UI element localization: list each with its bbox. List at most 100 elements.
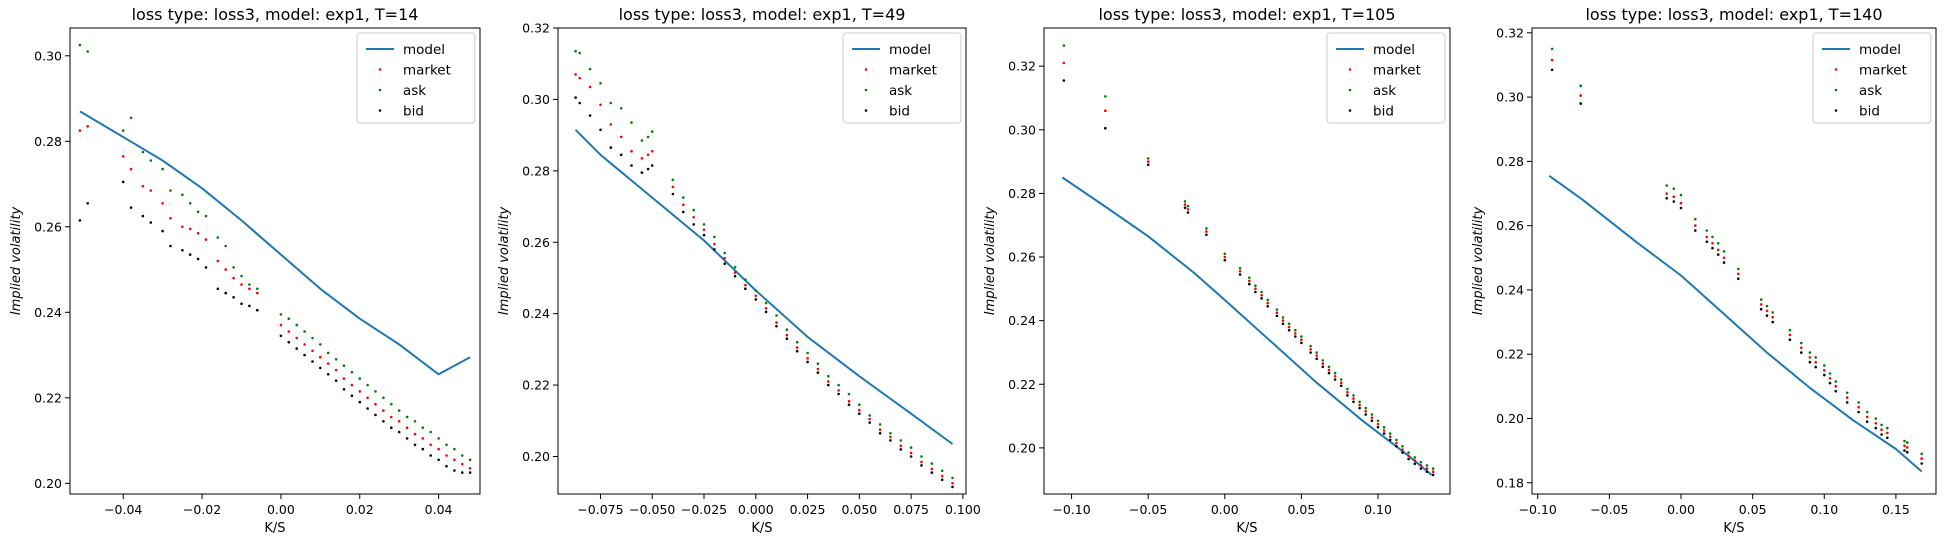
point-ask (1906, 441, 1909, 444)
x-tick-label: 0.100 (945, 502, 981, 517)
point-bid (744, 287, 747, 291)
point-bid (1238, 273, 1242, 276)
point-ask (421, 426, 425, 430)
point-market (692, 216, 695, 219)
point-market (1665, 192, 1668, 195)
point-bid (390, 426, 393, 430)
point-bid (940, 478, 944, 482)
point-bid (1062, 79, 1066, 82)
point-bid (1413, 462, 1417, 466)
legend-swatch-bid (1834, 109, 1838, 112)
y-tick-label: 0.30 (1008, 122, 1036, 137)
y-tick-label: 0.24 (1008, 313, 1036, 328)
point-market (358, 390, 362, 393)
point-bid (1903, 449, 1906, 452)
axes-frame (1531, 27, 1937, 495)
point-ask (303, 330, 306, 333)
point-bid (1407, 457, 1410, 461)
y-tick-label: 0.28 (1496, 154, 1524, 169)
point-ask (1823, 364, 1826, 367)
x-tick-label: 0.00 (1211, 502, 1239, 517)
point-bid (1309, 351, 1312, 354)
point-market (630, 149, 633, 153)
x-tick-label: −0.05 (1590, 502, 1628, 517)
point-ask (1376, 419, 1380, 423)
point-market (723, 257, 726, 260)
point-ask (1248, 276, 1251, 280)
point-ask (1857, 401, 1860, 404)
point-ask (878, 423, 882, 426)
point-market (1254, 287, 1257, 291)
point-market (837, 389, 840, 392)
point-market (1711, 242, 1714, 245)
point-market (1920, 457, 1923, 460)
point-bid (129, 206, 133, 209)
point-bid (640, 171, 644, 174)
point-market (248, 287, 251, 291)
point-bid (1321, 365, 1325, 369)
point-market (1425, 467, 1429, 470)
legend-label-bid: bid (889, 104, 910, 120)
y-tick-label: 0.26 (1008, 250, 1036, 265)
point-ask (1260, 290, 1263, 294)
point-bid (1260, 297, 1263, 300)
legend-swatch-market (864, 68, 868, 71)
point-bid (413, 443, 417, 447)
point-bid (279, 334, 283, 338)
point-ask (682, 196, 685, 199)
point-ask (1413, 456, 1417, 459)
point-bid (1737, 277, 1740, 281)
x-tick-label: 0.05 (1287, 502, 1315, 517)
point-ask (1425, 464, 1429, 467)
point-market (806, 357, 809, 360)
point-ask (775, 314, 778, 317)
point-ask (397, 409, 401, 412)
point-bid (374, 413, 377, 417)
y-tick-label: 0.26 (34, 219, 62, 234)
point-market (366, 396, 369, 400)
point-bid (1339, 384, 1343, 388)
point-ask (445, 443, 448, 447)
point-market (1104, 109, 1107, 112)
point-market (319, 355, 322, 359)
point-bid (1419, 467, 1423, 470)
legend-box (1326, 32, 1446, 124)
point-ask (1665, 184, 1668, 187)
point-market (1146, 160, 1150, 163)
point-ask (1352, 394, 1355, 397)
point-bid (350, 394, 354, 398)
point-bid (1183, 206, 1187, 209)
legend-label-model: model (1859, 42, 1901, 58)
point-bid (806, 360, 809, 364)
point-ask (650, 130, 654, 133)
point-market (646, 153, 650, 157)
point-ask (216, 236, 220, 239)
point-bid (1705, 240, 1709, 243)
point-market (1346, 390, 1349, 394)
point-market (1186, 208, 1190, 211)
point-bid (429, 454, 433, 457)
legend: model market ask bid (1812, 32, 1932, 124)
y-tick-label: 0.22 (34, 390, 62, 405)
point-market (599, 103, 602, 107)
point-bid (1300, 341, 1303, 345)
point-bid (1880, 433, 1883, 436)
chart-panel-1: loss type: loss3, model: exp1, T=14 −0.04… (9, 5, 481, 536)
y-tick-label: 0.22 (522, 378, 550, 393)
x-axis-label: K/S (264, 521, 285, 536)
point-market (1419, 464, 1423, 467)
point-market (1358, 403, 1361, 407)
point-ask (121, 129, 125, 132)
legend-label-bid: bid (1373, 104, 1394, 120)
point-ask (1223, 252, 1227, 256)
series-line-model (79, 110, 471, 376)
chart-panel-3: loss type: loss3, model: exp1, T=105 −0.1… (983, 5, 1451, 536)
point-ask (588, 67, 592, 71)
point-ask (342, 364, 346, 368)
legend-label-market: market (889, 63, 937, 79)
point-bid (188, 253, 192, 256)
point-market (951, 482, 954, 485)
point-ask (1419, 460, 1423, 464)
series-line-model (1061, 176, 1433, 476)
point-ask (468, 458, 472, 462)
